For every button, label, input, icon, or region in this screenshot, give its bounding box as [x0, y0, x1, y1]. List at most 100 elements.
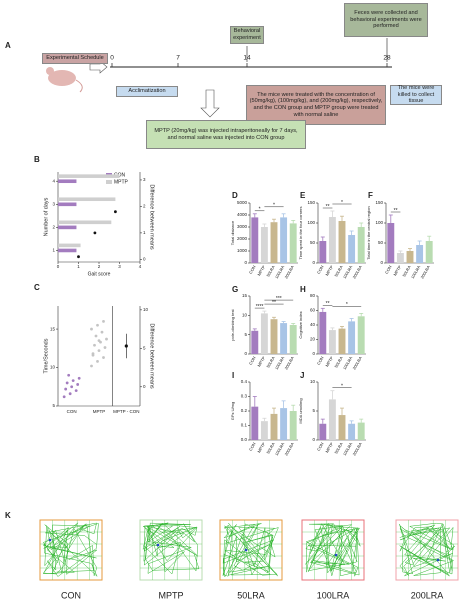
- y-tick-label: 1: [52, 248, 55, 253]
- x-tick-label: CON: [316, 264, 325, 274]
- bar: [357, 227, 365, 263]
- y-tick-label: 4: [52, 178, 55, 183]
- y-axis-label: GPx U/mg: [230, 402, 235, 420]
- y-tick-label: 80: [310, 293, 316, 298]
- y2-tick-label: 0: [143, 384, 146, 389]
- significance-label: **: [326, 301, 330, 307]
- x-tick-label: 200LRA: [283, 441, 295, 456]
- y-axis-label: Cognitive index: [298, 311, 303, 338]
- x-tick-label: 100LRA: [274, 441, 286, 456]
- track-label: 100LRA: [317, 590, 350, 600]
- x-tick-label: MPTP: [392, 264, 402, 276]
- y-tick-label: 2: [52, 225, 55, 230]
- bar: [289, 411, 297, 440]
- data-point: [91, 353, 95, 357]
- bar: [338, 221, 346, 263]
- significance-label: *: [346, 302, 348, 308]
- bar: [260, 313, 268, 354]
- arena: [39, 519, 103, 581]
- x-tick-label: 100LRA: [274, 355, 286, 370]
- x-tick-label: 100LRA: [410, 264, 422, 279]
- day-label: 0: [110, 55, 114, 62]
- x-tick-label: MPTP: [256, 441, 266, 453]
- y-tick-label: 15: [242, 293, 248, 298]
- bar: [289, 223, 297, 263]
- data-point: [71, 379, 75, 383]
- bar: [328, 399, 336, 440]
- x-tick-label: 100LRA: [342, 355, 354, 370]
- data-point: [70, 385, 74, 389]
- bar: [319, 311, 327, 354]
- panel-label: E: [300, 191, 306, 200]
- y-tick-label: 2000: [237, 236, 248, 241]
- x-tick-label: CON: [384, 264, 393, 274]
- y-tick-label: 10: [50, 365, 56, 370]
- bar: [406, 251, 414, 263]
- x-tick-label: MPTP - CON: [113, 409, 139, 414]
- track-label: CON: [61, 590, 81, 600]
- panel-label: J: [300, 371, 304, 380]
- mouse-icon: [48, 70, 76, 86]
- panel-label: A: [5, 41, 11, 50]
- x-tick-label: CON: [248, 264, 257, 274]
- data-point: [105, 337, 108, 341]
- track-path: [305, 523, 361, 578]
- x-tick-label: MPTP: [256, 264, 266, 276]
- y2-tick-label: 10: [143, 307, 149, 312]
- y2-tick-label: 5: [143, 345, 146, 350]
- panel-label: B: [34, 155, 40, 164]
- panel-label: H: [300, 285, 306, 294]
- behavioral-box: Behavioral experiment: [230, 26, 264, 44]
- bar: [357, 316, 365, 354]
- data-point: [102, 356, 105, 359]
- y-tick-label: 0.3: [241, 394, 248, 399]
- y-tick-label: 5000: [237, 200, 248, 205]
- x-tick-label: MPTP: [324, 355, 334, 367]
- bar: [338, 415, 346, 440]
- acclimatization-box: Acclimatization: [116, 86, 178, 97]
- mouse-tail: [75, 79, 83, 93]
- y2-tick-label: 0: [143, 257, 146, 262]
- bar: [416, 245, 424, 263]
- y-tick-label: 5: [244, 332, 247, 337]
- bar: [58, 248, 77, 253]
- y-tick-label: 40: [310, 322, 316, 327]
- data-point: [97, 339, 101, 343]
- panel-label: D: [232, 191, 238, 200]
- bar: [260, 421, 268, 440]
- y-tick-label: 5: [52, 403, 55, 408]
- x-tick-label: 3: [118, 264, 121, 269]
- track-path: [42, 522, 99, 577]
- x-tick-label: 50LRA: [265, 264, 276, 277]
- panel-label: C: [34, 283, 40, 292]
- bar: [58, 202, 77, 207]
- data-point: [97, 349, 101, 353]
- significance-label: ****: [256, 304, 264, 310]
- bar: [251, 406, 259, 440]
- data-point: [64, 387, 68, 391]
- y-tick-label: 50: [378, 240, 384, 245]
- bar: [260, 227, 268, 263]
- legend-swatch: [106, 180, 112, 184]
- y-tick-label: 0: [312, 351, 315, 356]
- y-tick-label: 3: [52, 201, 55, 206]
- y-tick-label: 1000: [237, 248, 248, 253]
- y2-tick-label: 1: [143, 230, 146, 235]
- bar: [280, 217, 288, 263]
- track-label: 200LRA: [411, 590, 444, 600]
- y-tick-label: 15: [50, 326, 56, 331]
- bar: [251, 217, 259, 263]
- track-path: [142, 522, 200, 575]
- y-tick-label: 3000: [237, 224, 248, 229]
- y-tick-label: 0: [312, 437, 315, 442]
- significance-label: ***: [276, 296, 282, 302]
- bar: [58, 179, 77, 184]
- killed-box: The mice were killed to collect tissue: [390, 85, 442, 105]
- y2-axis-label: Difference between means: [149, 323, 155, 389]
- y-tick-label: 4000: [237, 212, 248, 217]
- y-tick-label: 0.2: [241, 408, 248, 413]
- difference-point: [93, 231, 97, 235]
- y-axis-label: MDA umol/mg: [298, 398, 303, 423]
- legend-label: MPTP: [114, 179, 129, 185]
